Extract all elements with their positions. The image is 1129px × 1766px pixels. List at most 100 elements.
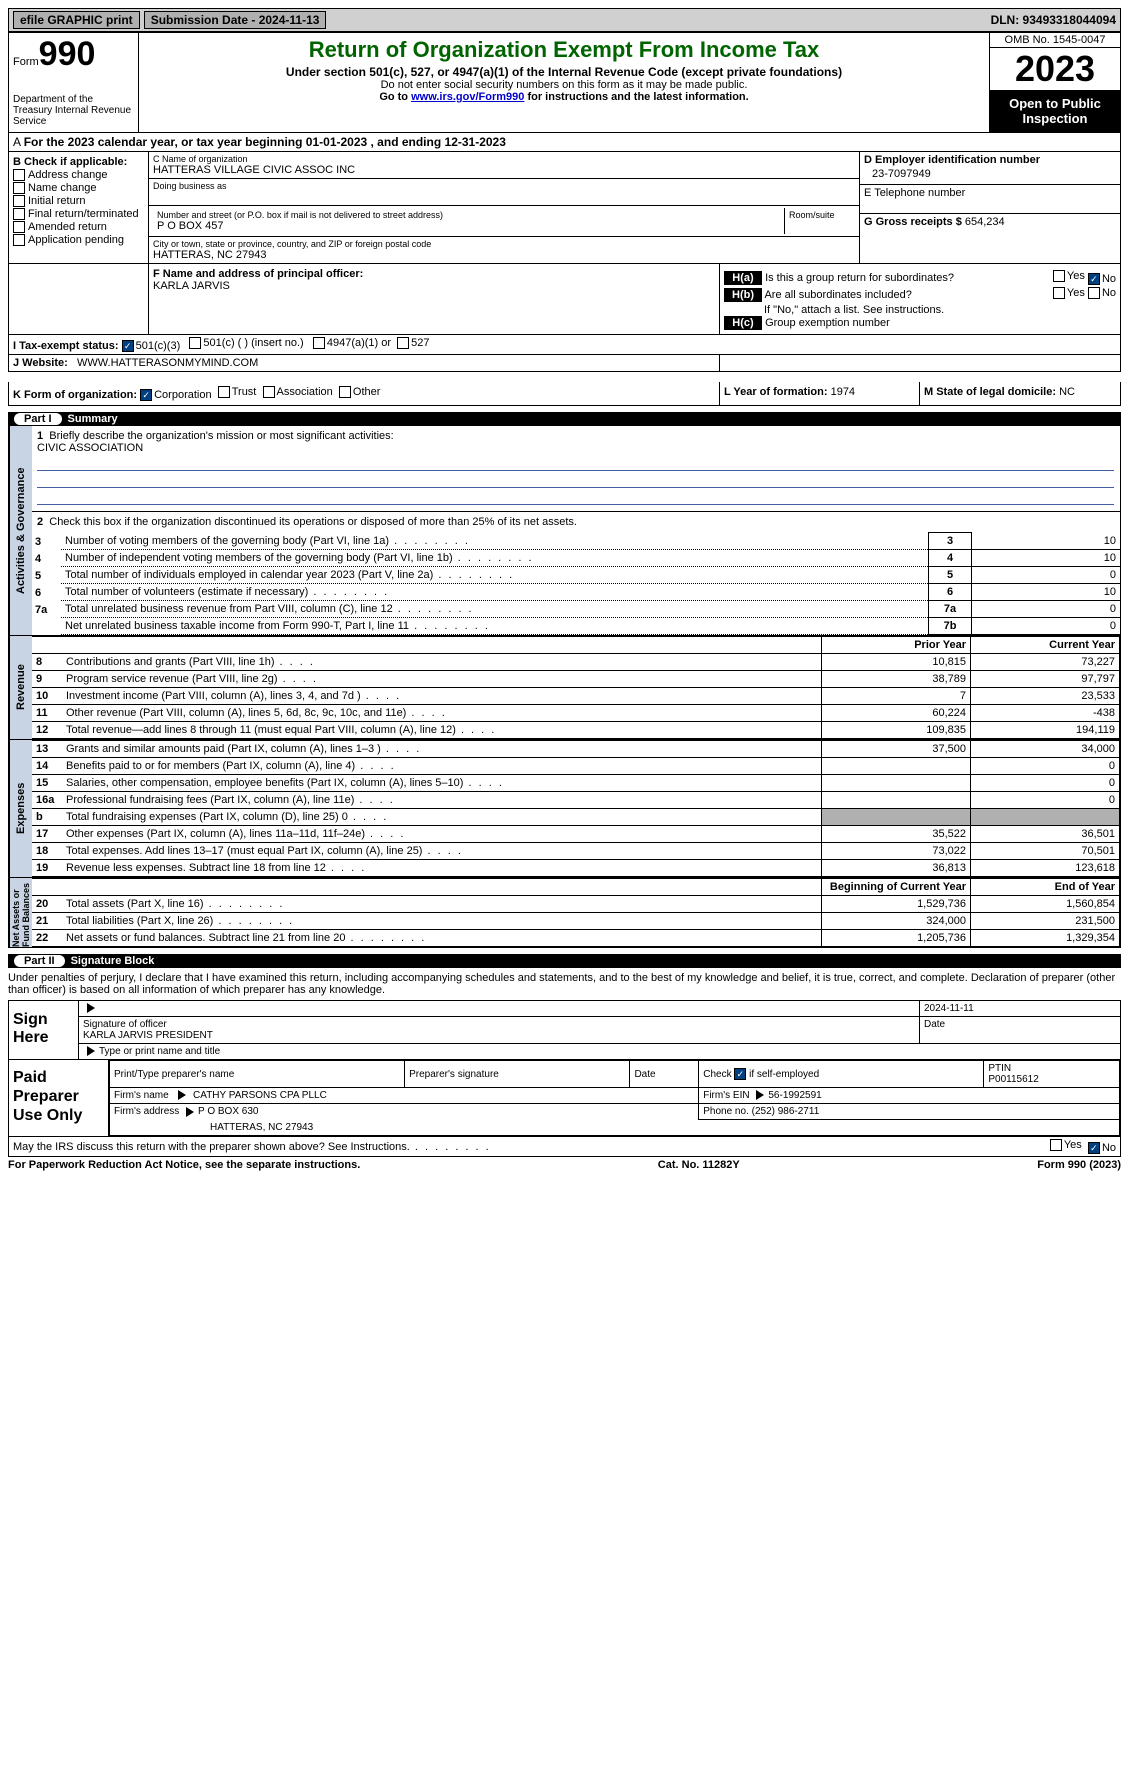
arrow-icon [186, 1107, 194, 1117]
tax-exempt-row: I Tax-exempt status: 501(c)(3) 501(c) ( … [8, 335, 1121, 355]
goto-suffix: for instructions and the latest informat… [524, 91, 748, 103]
line2-text: Check this box if the organization disco… [49, 516, 577, 528]
sig-type-label: Type or print name and title [99, 1046, 220, 1057]
dept-label: Department of the Treasury Internal Reve… [13, 94, 134, 127]
cb-assoc[interactable] [263, 386, 275, 398]
cb-final-return[interactable] [13, 208, 25, 220]
perjury-declaration: Under penalties of perjury, I declare th… [8, 972, 1121, 996]
cb-disclose-no[interactable] [1088, 1142, 1100, 1154]
cb-ha-yes[interactable] [1053, 270, 1065, 282]
summary-expenses: Expenses 13Grants and similar amounts pa… [8, 740, 1121, 878]
cb-hb-no[interactable] [1088, 287, 1100, 299]
dln: DLN: 93493318044094 [991, 13, 1116, 27]
m-label: M State of legal domicile: [924, 386, 1056, 398]
l-value: 1974 [831, 386, 855, 398]
cb-amended[interactable] [13, 221, 25, 233]
cb-other[interactable] [339, 386, 351, 398]
side-revenue: Revenue [9, 636, 32, 739]
cb-disclose-yes[interactable] [1050, 1139, 1062, 1151]
m-value: NC [1059, 386, 1075, 398]
top-bar: efile GRAPHIC print Submission Date - 20… [8, 8, 1121, 32]
gov-table: 3Number of voting members of the governi… [31, 532, 1120, 635]
form-label: Form [13, 56, 39, 68]
summary-revenue: Revenue Prior YearCurrent Year8Contribut… [8, 636, 1121, 740]
irs-link[interactable]: www.irs.gov/Form990 [411, 91, 524, 103]
expense-table: 13Grants and similar amounts paid (Part … [31, 740, 1120, 877]
arrow-icon [87, 1046, 95, 1056]
sig-officer-value: KARLA JARVIS PRESIDENT [83, 1030, 213, 1041]
cb-501c[interactable] [189, 337, 201, 349]
org-city: HATTERAS, NC 27943 [153, 249, 855, 261]
cb-501c3[interactable] [122, 340, 134, 352]
preparer-block: Paid Preparer Use Only Print/Type prepar… [8, 1060, 1121, 1137]
summary-netassets: Net Assets or Fund Balances Beginning of… [8, 878, 1121, 948]
mission-prompt: Briefly describe the organization's miss… [49, 430, 393, 442]
cb-hb-yes[interactable] [1053, 287, 1065, 299]
arrow-icon [87, 1003, 95, 1013]
side-activities: Activities & Governance [9, 426, 32, 635]
firm-phone: (252) 986-2711 [752, 1106, 820, 1117]
box-b-label: B Check if applicable: [13, 156, 144, 168]
c-city-label: City or town, state or province, country… [153, 239, 855, 249]
c-name-label: C Name of organization [153, 154, 855, 164]
tax-year: 2023 [990, 48, 1120, 90]
form-footer: Form 990 (2023) [1037, 1159, 1121, 1171]
efile-button[interactable]: efile GRAPHIC print [13, 11, 140, 29]
gross-value: 654,234 [965, 216, 1005, 228]
box-B: B Check if applicable: Address change Na… [9, 152, 149, 263]
sign-here-label: Sign Here [9, 1001, 79, 1059]
preparer-table: Print/Type preparer's namePreparer's sig… [109, 1060, 1120, 1136]
form-org-row: K Form of organization: Corporation Trus… [8, 382, 1121, 406]
cb-4947[interactable] [313, 337, 325, 349]
firm-name: CATHY PARSONS CPA PLLC [193, 1090, 327, 1101]
j-label: J Website: [13, 357, 68, 369]
cat-no: Cat. No. 11282Y [658, 1159, 740, 1171]
arrow-icon [756, 1090, 764, 1100]
arrow-icon [178, 1090, 186, 1100]
line-A: A For the 2023 calendar year, or tax yea… [8, 133, 1121, 152]
box-H: H(a) Is this a group return for subordin… [720, 264, 1120, 334]
cb-ha-no[interactable] [1088, 273, 1100, 285]
summary-activities: Activities & Governance 1 Briefly descri… [8, 426, 1121, 636]
part2-header: Part IISignature Block [8, 954, 1121, 968]
firm-addr1: P O BOX 630 [198, 1106, 258, 1117]
box-FH: F Name and address of principal officer:… [8, 264, 1121, 335]
phone-label: E Telephone number [864, 187, 1116, 199]
form-subtitle: Under section 501(c), 527, or 4947(a)(1)… [143, 65, 985, 79]
netassets-table: Beginning of Current YearEnd of Year20To… [31, 878, 1120, 947]
footer: For Paperwork Reduction Act Notice, see … [8, 1159, 1121, 1171]
disclose-text: May the IRS discuss this return with the… [13, 1141, 491, 1153]
sig-date-label: Date [920, 1017, 1120, 1043]
cb-address-change[interactable] [13, 169, 25, 181]
cb-self-employed[interactable] [734, 1068, 746, 1080]
cb-corp[interactable] [140, 389, 152, 401]
org-address: P O BOX 457 [157, 220, 780, 232]
cb-527[interactable] [397, 337, 409, 349]
submission-date: Submission Date - 2024-11-13 [144, 11, 327, 29]
firm-ein: 56-1992591 [768, 1090, 821, 1101]
k-label: K Form of organization: [13, 389, 137, 401]
f-label: F Name and address of principal officer: [153, 268, 715, 280]
part1-header: Part ISummary [8, 412, 1121, 426]
website-value: WWW.HATTERASONMYMIND.COM [77, 357, 258, 369]
side-netassets: Net Assets or Fund Balances [9, 878, 32, 947]
ein-label: D Employer identification number [864, 154, 1116, 166]
website-row: J Website: WWW.HATTERASONMYMIND.COM [8, 355, 1121, 372]
disclose-row: May the IRS discuss this return with the… [8, 1137, 1121, 1157]
cb-trust[interactable] [218, 386, 230, 398]
open-public-badge: Open to Public Inspection [990, 90, 1120, 132]
omb-number: OMB No. 1545-0047 [990, 33, 1120, 48]
main-info-grid: B Check if applicable: Address change Na… [8, 152, 1121, 264]
cb-app-pending[interactable] [13, 234, 25, 246]
revenue-table: Prior YearCurrent Year8Contributions and… [31, 636, 1120, 739]
l-label: L Year of formation: [724, 386, 828, 398]
cb-name-change[interactable] [13, 182, 25, 194]
i-label: I Tax-exempt status: [13, 340, 119, 352]
firm-addr2: HATTERAS, NC 27943 [110, 1120, 1120, 1136]
h-note: If "No," attach a list. See instructions… [724, 304, 1116, 316]
form-header: Form990 Department of the Treasury Inter… [8, 32, 1121, 133]
officer-name: KARLA JARVIS [153, 280, 715, 292]
cb-initial-return[interactable] [13, 195, 25, 207]
form-title: Return of Organization Exempt From Incom… [143, 37, 985, 63]
hc-label: Group exemption number [765, 317, 890, 329]
